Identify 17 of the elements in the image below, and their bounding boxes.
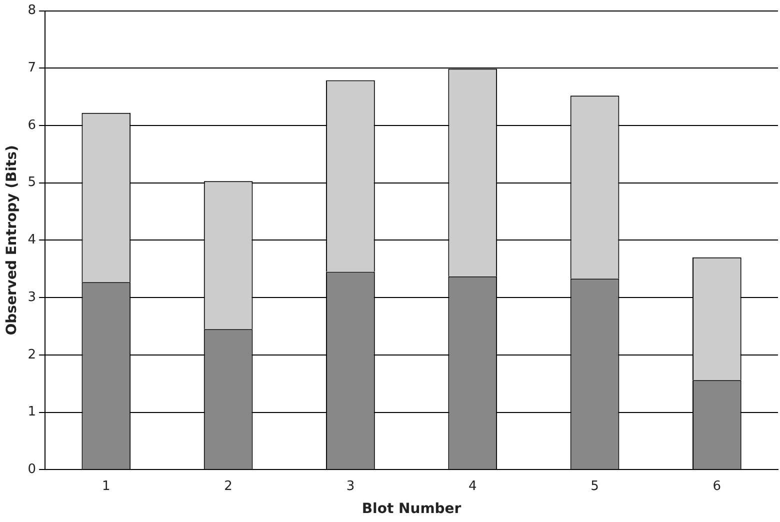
y-tick-label: 3 — [28, 290, 36, 305]
y-tick-label: 0 — [28, 462, 36, 477]
x-axis-title: Blot Number — [362, 501, 462, 518]
x-tick-label: 1 — [102, 478, 110, 494]
y-tick-label: 5 — [28, 175, 36, 190]
y-axis-title: Observed Entropy (Bits) — [4, 145, 20, 336]
x-tick-label: 6 — [712, 478, 722, 494]
x-tick-label: 4 — [468, 478, 477, 494]
y-tick-label: 8 — [28, 3, 36, 18]
y-tick-label: 2 — [28, 347, 36, 362]
y-tick-label: 7 — [28, 60, 36, 76]
y-tick-label: 1 — [28, 404, 36, 420]
x-tick-label: 3 — [346, 478, 355, 494]
y-tick-label: 4 — [28, 232, 36, 248]
x-tick-label: 5 — [590, 478, 599, 494]
y-tick-label: 6 — [28, 118, 36, 133]
x-tick-label: 2 — [224, 478, 232, 494]
